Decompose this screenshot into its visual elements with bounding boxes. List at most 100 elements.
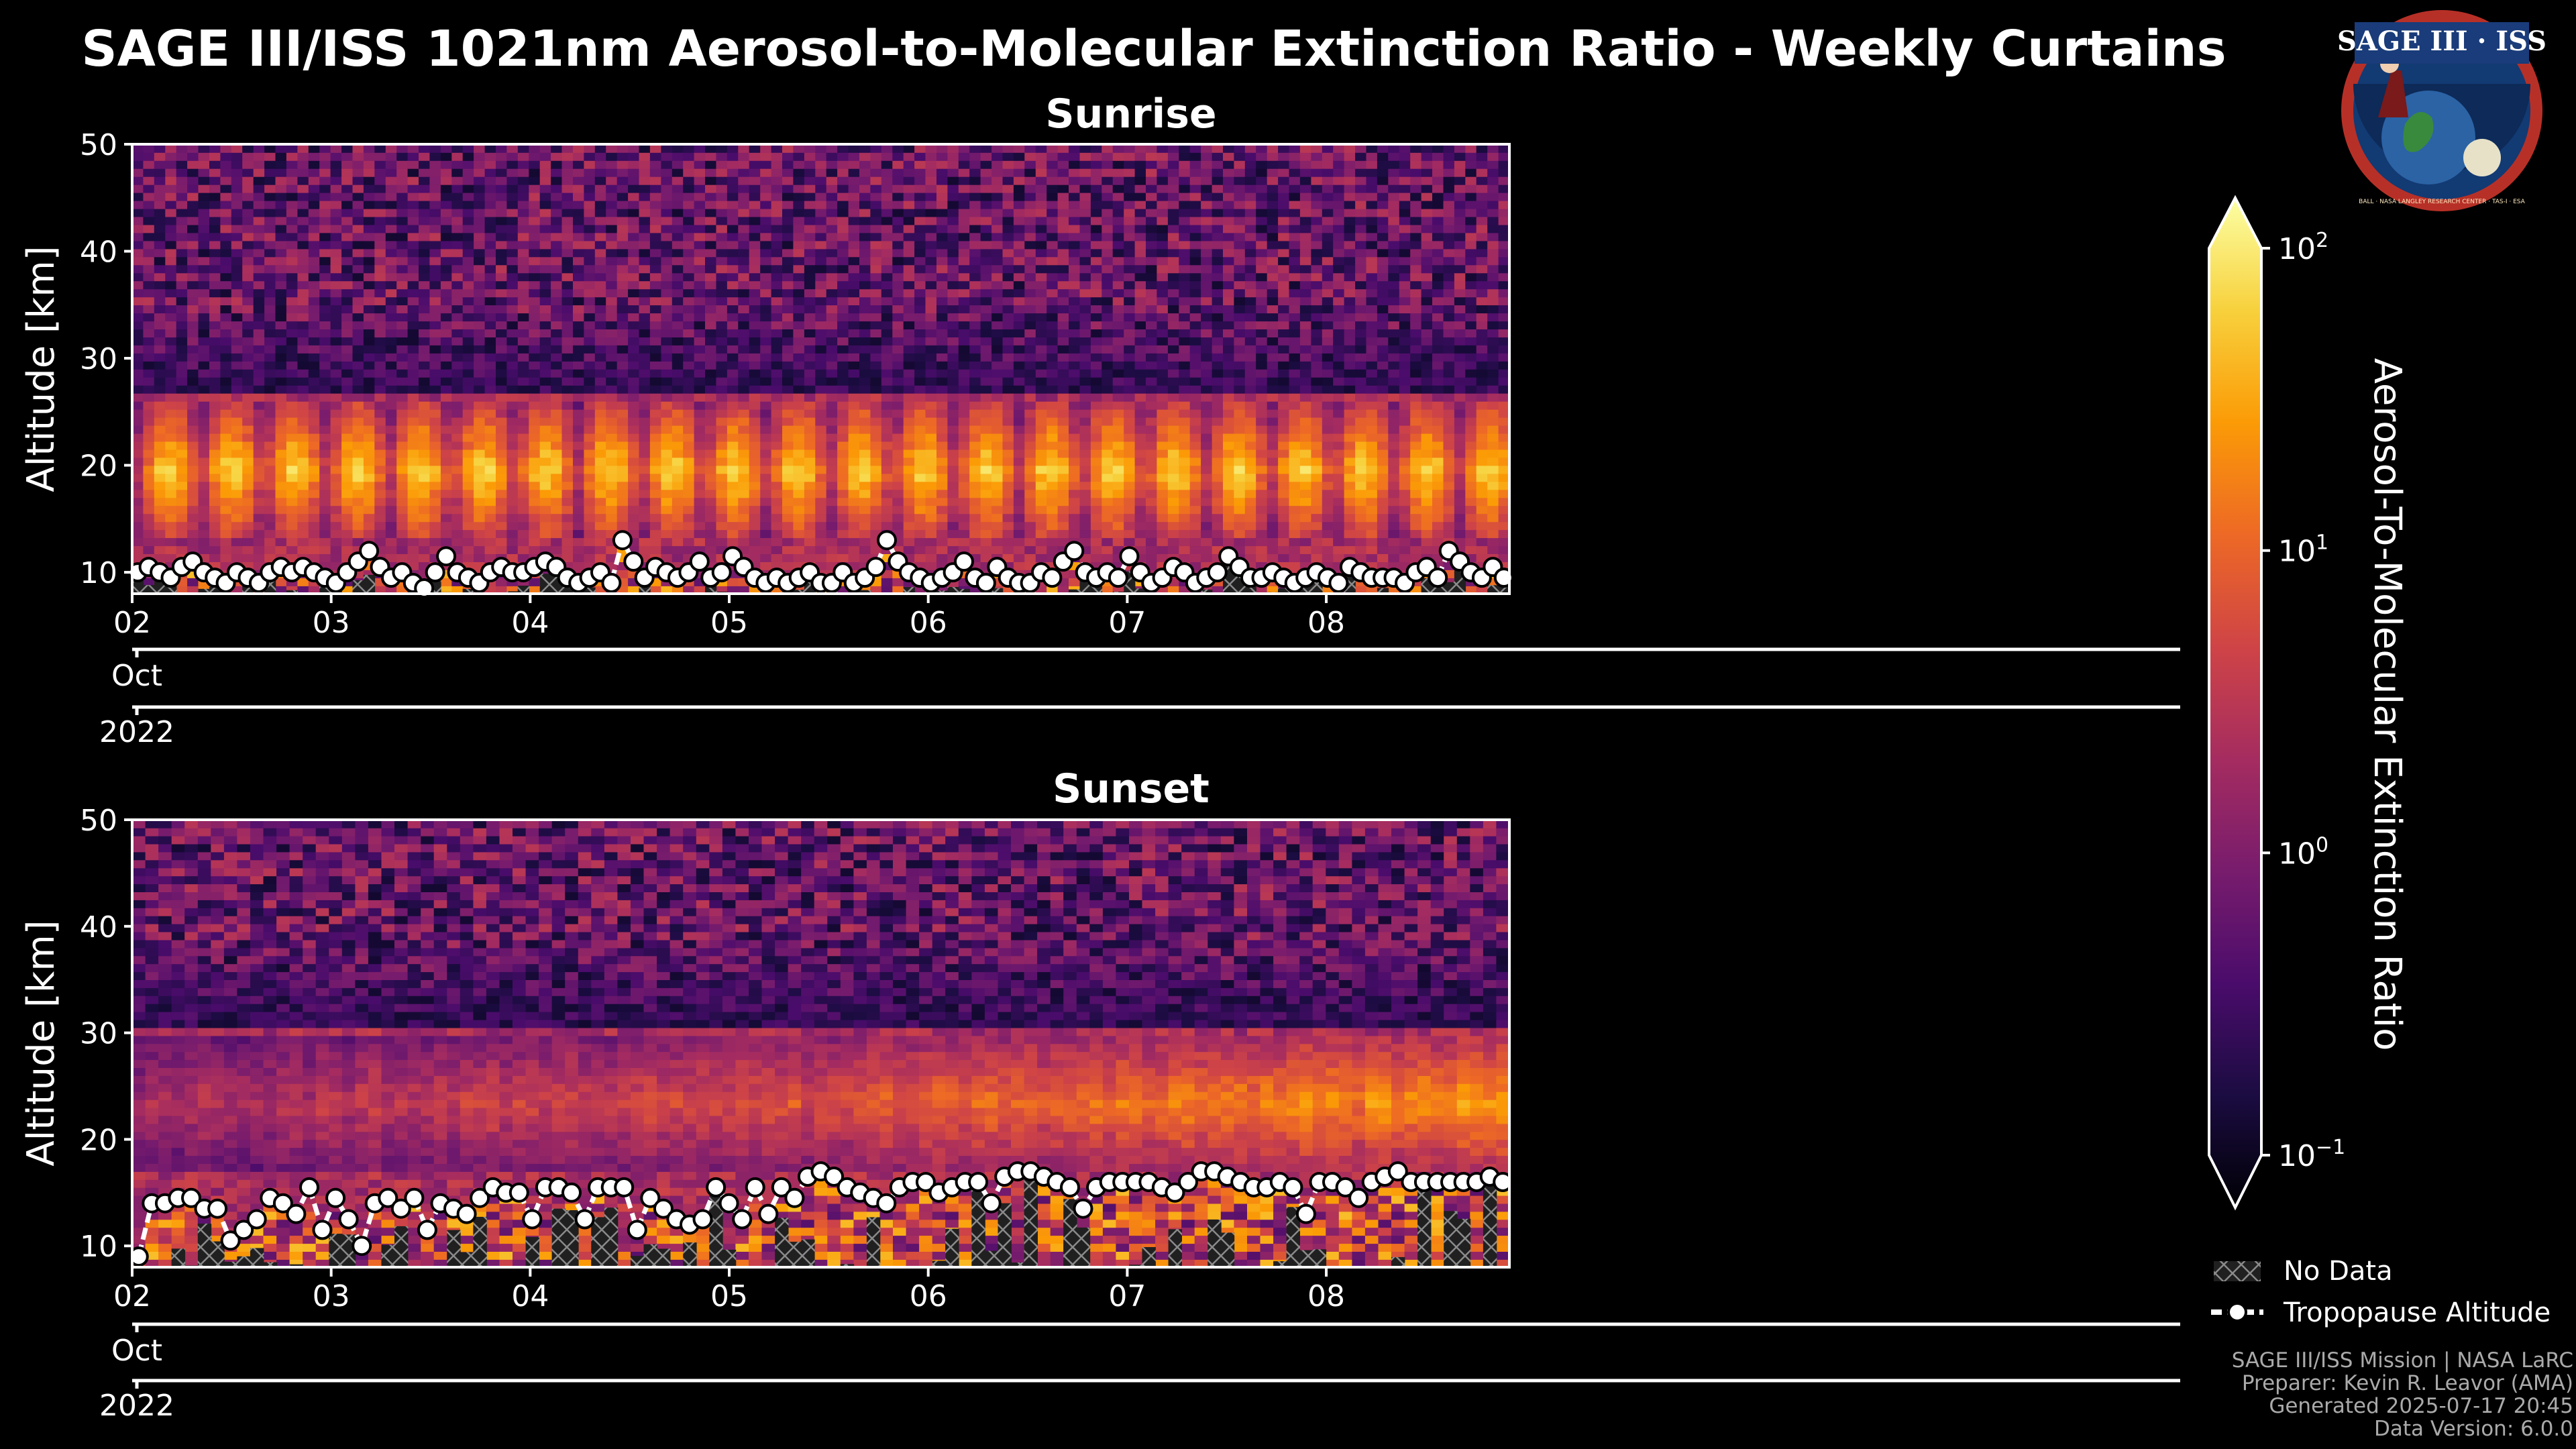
heat-cell — [716, 272, 728, 282]
heat-cell — [209, 553, 221, 562]
heat-cell — [275, 329, 287, 337]
heat-cell — [639, 329, 651, 337]
heat-cell — [264, 248, 276, 258]
heat-cell — [517, 321, 529, 329]
heat-cell — [925, 505, 937, 515]
heat-cell — [628, 513, 640, 523]
heat-cell — [716, 521, 728, 531]
heat-cell — [396, 200, 409, 209]
heat-cell — [1057, 425, 1069, 434]
heat-cell — [782, 361, 794, 370]
heat-cell — [892, 192, 904, 201]
heat-cell — [1024, 297, 1036, 306]
heat-cell — [727, 449, 739, 458]
heat-cell — [991, 297, 1004, 306]
heat-cell — [517, 425, 529, 434]
heat-cell — [374, 384, 386, 394]
heat-cell — [936, 240, 949, 250]
heat-cell — [529, 168, 541, 177]
heat-cell — [925, 280, 937, 290]
heat-cell — [1035, 144, 1047, 153]
heat-cell — [606, 248, 618, 258]
heat-cell — [1069, 240, 1081, 250]
heat-cell — [1090, 272, 1103, 282]
heat-cell — [286, 272, 299, 282]
heat-cell — [396, 313, 409, 322]
heat-cell — [319, 425, 331, 434]
heat-cell — [330, 144, 342, 153]
heat-cell — [683, 288, 695, 298]
heat-cell — [165, 457, 177, 466]
heat-cell — [837, 497, 849, 506]
heat-cell — [484, 248, 496, 258]
heat-cell — [837, 505, 849, 515]
heat-cell — [132, 152, 144, 161]
heat-cell — [594, 377, 606, 386]
heat-cell — [661, 264, 673, 274]
heat-cell — [892, 160, 904, 169]
heat-cell — [573, 329, 585, 337]
heat-cell — [672, 369, 684, 378]
heat-cell — [330, 553, 342, 562]
heat-cell — [1013, 505, 1026, 515]
heat-cell — [341, 192, 354, 201]
heat-cell — [616, 497, 629, 506]
heat-cell — [561, 256, 574, 266]
heat-cell — [529, 321, 541, 329]
heat-cell — [980, 441, 992, 450]
heat-cell — [143, 208, 155, 217]
heat-cell — [198, 537, 210, 547]
heat-cell — [496, 521, 508, 531]
heat-cell — [594, 297, 606, 306]
heat-cell — [1035, 529, 1047, 539]
heat-cell — [220, 152, 232, 161]
heat-cell — [176, 473, 188, 482]
heat-cell — [352, 232, 364, 241]
heat-cell — [297, 313, 309, 322]
heat-cell — [330, 216, 342, 225]
heat-cell — [330, 513, 342, 523]
heat-cell — [815, 465, 827, 474]
heat-cell — [947, 256, 959, 266]
heat-cell — [264, 553, 276, 562]
heat-cell — [925, 208, 937, 217]
heat-cell — [275, 313, 287, 322]
heat-cell — [451, 521, 464, 531]
heat-cell — [672, 192, 684, 201]
heat-cell — [837, 176, 849, 185]
heat-cell — [826, 513, 838, 523]
heat-cell — [319, 417, 331, 426]
heat-cell — [187, 457, 199, 466]
heat-cell — [1046, 184, 1059, 193]
heat-cell — [694, 433, 706, 442]
heat-cell — [594, 176, 606, 185]
heat-cell — [573, 305, 585, 314]
heat-cell — [749, 489, 761, 498]
heat-cell — [870, 521, 882, 531]
heat-cell — [143, 473, 155, 482]
heat-cell — [837, 192, 849, 201]
heat-cell — [561, 505, 574, 515]
heat-cell — [419, 160, 431, 169]
heat-cell — [881, 473, 893, 482]
heat-cell — [892, 400, 904, 410]
heat-cell — [132, 321, 144, 329]
heat-cell — [616, 489, 629, 498]
heat-cell — [573, 192, 585, 201]
heat-cell — [1090, 465, 1103, 474]
heat-cell — [1046, 353, 1059, 362]
heat-cell — [991, 441, 1004, 450]
heat-cell — [1079, 513, 1091, 523]
heat-cell — [639, 232, 651, 241]
heat-cell — [793, 216, 805, 225]
heat-cell — [385, 353, 397, 362]
heat-cell — [1069, 417, 1081, 426]
heat-cell — [661, 168, 673, 177]
heat-cell — [419, 200, 431, 209]
heat-cell — [165, 313, 177, 322]
heat-cell — [275, 256, 287, 266]
heat-cell — [385, 176, 397, 185]
heat-cell — [1102, 144, 1114, 153]
heat-cell — [132, 513, 144, 523]
heat-cell — [594, 481, 606, 490]
